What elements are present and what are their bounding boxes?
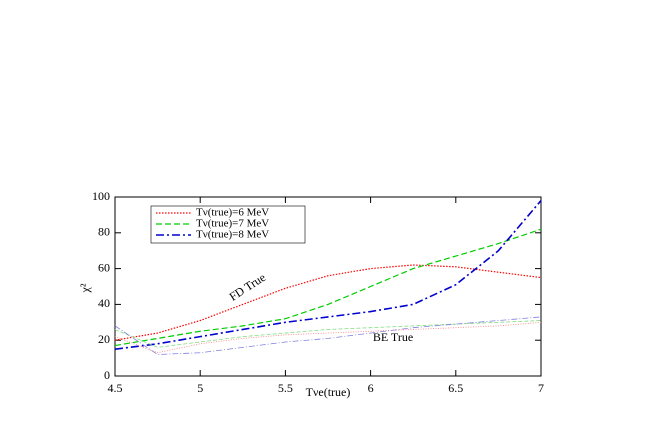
series-line bbox=[114, 228, 542, 347]
y-tick-label: 60 bbox=[98, 260, 110, 274]
y-tick-label: 0 bbox=[104, 368, 110, 382]
series-line bbox=[114, 316, 542, 355]
y-tick-label: 20 bbox=[98, 332, 110, 346]
annotation: BE True bbox=[373, 330, 413, 344]
y-tick-label: 40 bbox=[98, 296, 110, 310]
x-tick-label: 5 bbox=[197, 381, 203, 395]
legend-label: Tν(true)=6 MeV bbox=[196, 207, 269, 219]
legend-label: Tν(true)=8 MeV bbox=[196, 229, 269, 241]
x-tick-label: 5.5 bbox=[278, 381, 293, 395]
y-tick-label: 100 bbox=[92, 189, 110, 203]
series-line bbox=[114, 264, 542, 341]
y-tick-label: 80 bbox=[98, 225, 110, 239]
x-tick-label: 7 bbox=[538, 381, 544, 395]
x-axis-label: Tνe(true) bbox=[306, 385, 351, 399]
y-axis-label: χ² bbox=[78, 283, 92, 293]
series-line bbox=[114, 200, 542, 350]
plot-frame bbox=[114, 196, 542, 377]
annotation: FD True bbox=[227, 270, 268, 304]
x-tick-label: 6 bbox=[368, 381, 374, 395]
x-tick-label: 4.5 bbox=[108, 381, 123, 395]
series-line bbox=[114, 321, 542, 354]
legend-label: Tν(true)=7 MeV bbox=[196, 218, 269, 230]
x-tick-label: 6.5 bbox=[448, 381, 463, 395]
series-line bbox=[114, 320, 542, 348]
